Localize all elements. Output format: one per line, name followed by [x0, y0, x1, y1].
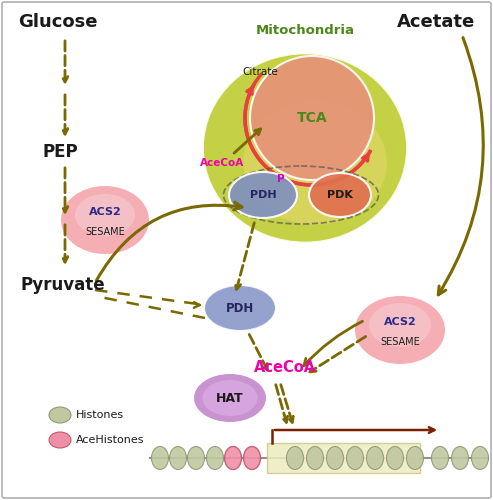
Ellipse shape: [151, 446, 169, 469]
Ellipse shape: [366, 446, 384, 469]
Ellipse shape: [309, 173, 371, 217]
Ellipse shape: [224, 446, 242, 469]
Text: Pyruvate: Pyruvate: [20, 276, 105, 294]
Ellipse shape: [203, 380, 257, 416]
Text: Histones: Histones: [76, 410, 124, 420]
Ellipse shape: [170, 446, 186, 469]
Circle shape: [250, 56, 374, 180]
Text: ACS2: ACS2: [89, 207, 121, 217]
Text: Acetate: Acetate: [397, 13, 475, 31]
Ellipse shape: [49, 407, 71, 423]
Ellipse shape: [286, 446, 304, 469]
Text: PDH: PDH: [226, 302, 254, 314]
Text: P: P: [277, 174, 285, 184]
Ellipse shape: [61, 186, 149, 254]
Text: TCA: TCA: [297, 111, 327, 125]
Ellipse shape: [355, 296, 445, 364]
Ellipse shape: [307, 446, 323, 469]
Ellipse shape: [187, 446, 205, 469]
Text: SESAME: SESAME: [85, 227, 125, 237]
Ellipse shape: [243, 101, 387, 225]
Text: PEP: PEP: [42, 143, 77, 161]
Text: ACS2: ACS2: [384, 317, 417, 327]
Text: Glucose: Glucose: [18, 13, 98, 31]
Ellipse shape: [326, 446, 344, 469]
Ellipse shape: [431, 446, 449, 469]
Ellipse shape: [347, 446, 363, 469]
Ellipse shape: [229, 172, 297, 218]
Text: SESAME: SESAME: [380, 337, 420, 347]
FancyArrowPatch shape: [96, 202, 242, 280]
Ellipse shape: [204, 285, 276, 331]
Text: Citrate: Citrate: [242, 67, 278, 77]
FancyBboxPatch shape: [267, 443, 420, 473]
Text: PDH: PDH: [249, 190, 276, 200]
Ellipse shape: [471, 446, 489, 469]
Ellipse shape: [387, 446, 403, 469]
Text: AceHistones: AceHistones: [76, 435, 144, 445]
Text: AceCoA: AceCoA: [200, 158, 244, 168]
Ellipse shape: [207, 446, 223, 469]
Ellipse shape: [203, 53, 408, 243]
Ellipse shape: [49, 432, 71, 448]
Text: HAT: HAT: [216, 392, 244, 404]
Ellipse shape: [452, 446, 468, 469]
Text: Mitochondria: Mitochondria: [255, 24, 354, 36]
Ellipse shape: [369, 303, 431, 347]
Ellipse shape: [407, 446, 423, 469]
Ellipse shape: [194, 374, 266, 422]
Text: PDK: PDK: [327, 190, 353, 200]
Text: AceCoA: AceCoA: [254, 360, 316, 376]
Ellipse shape: [75, 194, 135, 236]
FancyArrowPatch shape: [304, 321, 362, 366]
FancyArrowPatch shape: [438, 38, 483, 294]
Ellipse shape: [244, 446, 260, 469]
